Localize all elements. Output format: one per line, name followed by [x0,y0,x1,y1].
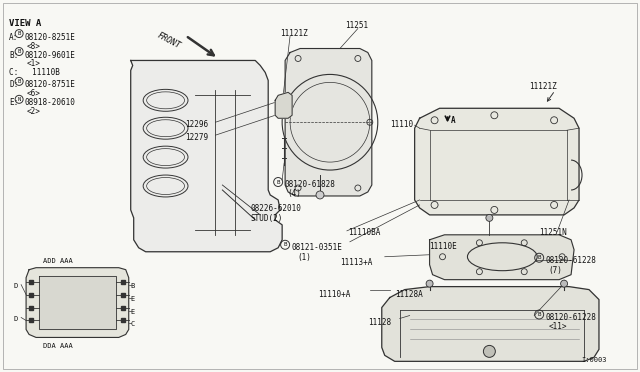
Text: N: N [17,97,20,102]
Text: <8>: <8> [27,42,41,51]
Polygon shape [275,92,292,118]
Text: 12296: 12296 [186,120,209,129]
Text: C:   11110B: C: 11110B [9,68,60,77]
Text: (4): (4) [287,189,301,198]
Text: C: C [131,321,135,327]
Text: B:: B: [9,51,19,60]
Text: 12279: 12279 [186,133,209,142]
Text: B: B [538,312,541,317]
Circle shape [486,214,493,221]
Polygon shape [285,48,372,196]
Polygon shape [39,276,116,330]
Text: (7): (7) [548,266,562,275]
Text: B: B [17,31,20,36]
Text: 08120-8751E: 08120-8751E [24,80,75,89]
Text: STUD(2): STUD(2) [250,214,283,223]
Polygon shape [26,268,129,337]
Text: <2>: <2> [27,107,41,116]
Text: 11110BA: 11110BA [348,228,380,237]
Circle shape [426,280,433,287]
Text: D:: D: [9,80,19,89]
Text: 08226-62010: 08226-62010 [250,204,301,213]
Circle shape [483,346,495,357]
Text: B: B [17,49,20,54]
Text: A:: A: [9,33,19,42]
Text: 11251N: 11251N [539,228,567,237]
Text: DDA AAA: DDA AAA [43,343,73,349]
Text: 11110: 11110 [390,120,413,129]
Text: D: D [13,315,17,321]
Text: B: B [276,180,280,185]
Text: ADD AAA: ADD AAA [43,258,73,264]
Text: (1): (1) [297,253,311,262]
Text: 11110+A: 11110+A [318,290,350,299]
Text: 08918-20610: 08918-20610 [24,98,75,108]
Text: 08120-61828: 08120-61828 [284,180,335,189]
Text: FRONT: FRONT [156,31,182,50]
Text: VIEW A: VIEW A [9,19,42,28]
Text: B: B [17,79,20,84]
Polygon shape [131,61,282,252]
Text: <1>: <1> [27,60,41,68]
Text: 08121-0351E: 08121-0351E [291,243,342,252]
Text: <11>: <11> [548,323,566,331]
Text: 11110E: 11110E [429,242,458,251]
Text: E: E [131,308,135,315]
Text: 08120-8251E: 08120-8251E [24,33,75,42]
Text: D: D [13,283,17,289]
Circle shape [561,280,568,287]
Text: E:: E: [9,98,19,108]
Text: E: E [131,296,135,302]
Polygon shape [429,235,574,280]
Text: 08120-61228: 08120-61228 [545,312,596,321]
Text: 08120-61228: 08120-61228 [545,256,596,265]
Text: 11121Z: 11121Z [529,82,557,92]
Text: B: B [538,255,541,260]
Text: 11128A: 11128A [395,290,422,299]
Text: B: B [131,283,135,289]
Text: B: B [284,242,287,247]
Polygon shape [415,108,579,215]
Polygon shape [382,286,599,361]
Text: 08120-9601E: 08120-9601E [24,51,75,60]
Text: 11251: 11251 [345,20,368,30]
Text: 11121Z: 11121Z [280,29,308,38]
Text: 11113+A: 11113+A [340,258,372,267]
Text: 11128: 11128 [368,318,391,327]
Text: I:0003: I:0003 [581,357,607,363]
Circle shape [316,191,324,199]
Text: <6>: <6> [27,89,41,98]
Text: A: A [451,116,455,125]
